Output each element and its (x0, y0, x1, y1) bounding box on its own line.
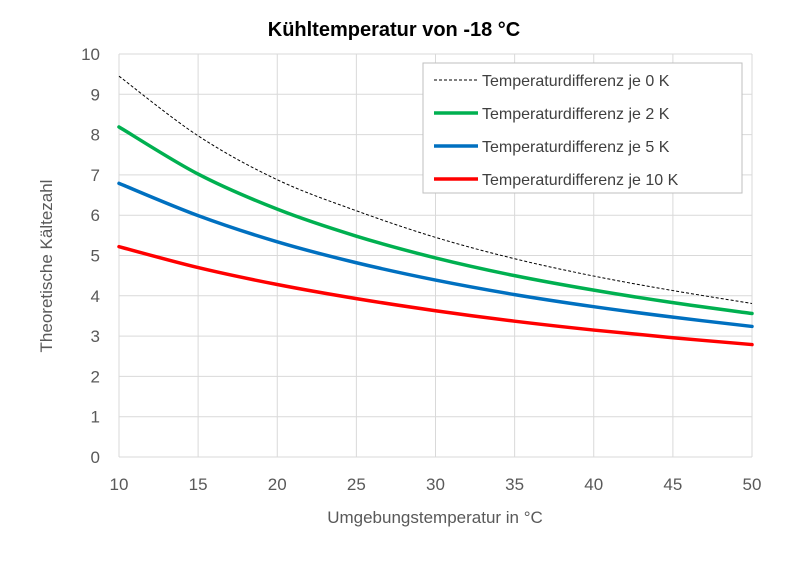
x-tick-label: 35 (505, 475, 524, 494)
y-tick-label: 7 (91, 166, 100, 185)
series-line-3 (117, 181, 754, 329)
chart-title: Kühltemperatur von -18 °C (268, 19, 520, 41)
x-tick-label: 25 (347, 475, 366, 494)
x-axis-label: Umgebungstemperatur in °C (327, 508, 543, 527)
legend-label-1: Temperaturdifferenz je 0 K (482, 73, 670, 90)
y-tick-label: 9 (91, 85, 100, 104)
y-tick-label: 2 (91, 367, 100, 386)
legend: Temperaturdifferenz je 0 K Temperaturdiff… (422, 62, 743, 194)
series-lines (117, 75, 754, 347)
legend-box (422, 62, 743, 194)
y-tick-label: 10 (81, 45, 100, 64)
x-tick-label: 45 (663, 475, 682, 494)
x-tick-label: 10 (110, 475, 129, 494)
series-line-4 (117, 244, 754, 347)
y-tick-label: 1 (91, 408, 100, 427)
x-tick-label: 30 (426, 475, 445, 494)
x-tick-label: 50 (743, 475, 762, 494)
y-tick-label: 3 (91, 327, 100, 346)
y-tick-label: 4 (91, 287, 100, 306)
x-tick-label: 15 (189, 475, 208, 494)
y-tick-label: 0 (91, 448, 100, 467)
y-tick-label: 6 (91, 206, 100, 225)
x-tick-label: 40 (584, 475, 603, 494)
x-tick-label: 20 (268, 475, 287, 494)
legend-label-2: Temperaturdifferenz je 2 K (482, 106, 670, 123)
y-tick-label: 5 (91, 247, 100, 266)
legend-label-4: Temperaturdifferenz je 10 K (482, 172, 679, 189)
series-line-2 (117, 125, 754, 316)
y-axis-label: Theoretische Kältezahl (37, 180, 56, 353)
y-tick-label: 8 (91, 126, 100, 145)
legend-label-3: Temperaturdifferenz je 5 K (482, 139, 670, 156)
